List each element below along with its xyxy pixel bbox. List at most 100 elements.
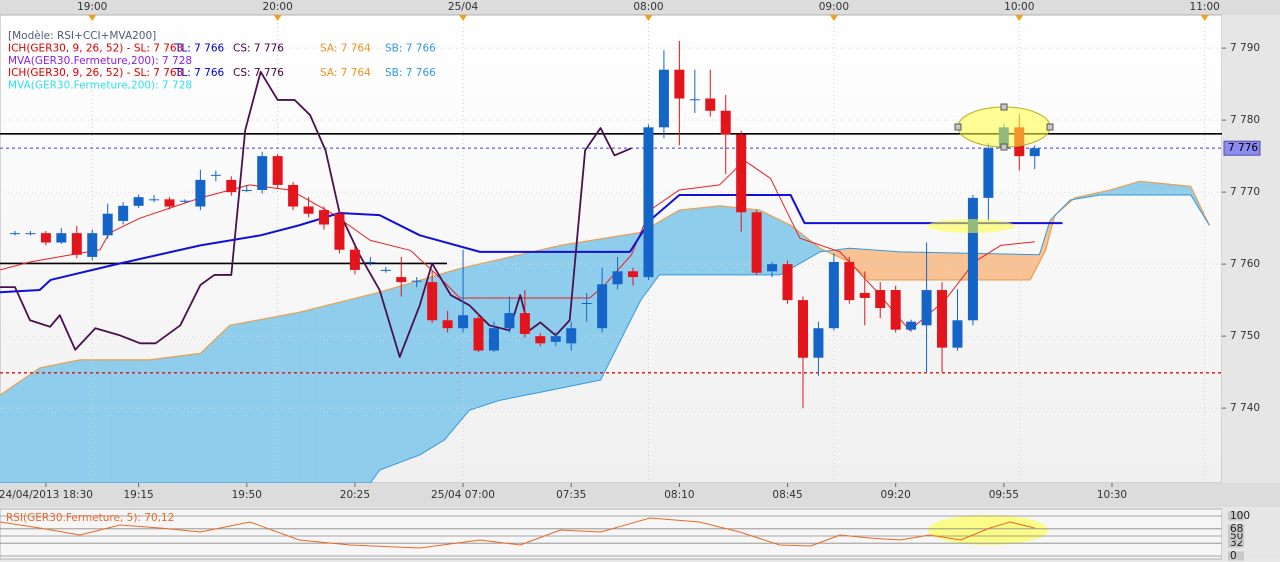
cloud-fill [101,359,106,483]
cloud-fill [203,347,208,483]
candle-body [720,110,731,135]
x-tick-marker [88,15,97,21]
cloud-fill [151,359,155,483]
x-top-tick-label: 25/04 [448,1,479,13]
cloud-fill [200,350,205,483]
cloud-fill [185,354,189,483]
cloud-fill [1115,187,1119,195]
cloud-fill [95,359,100,483]
x-tick-label: 08:10 [664,489,694,501]
candle-body [71,233,82,255]
candle-body [210,174,221,176]
cloud-fill [86,359,90,483]
candle-body [334,213,345,250]
cloud-fill [457,268,461,425]
cloud-fill [410,282,415,459]
span-b-line [0,194,1210,483]
cloud-fill [166,357,171,483]
candle-body [736,134,747,213]
cloud-fill [639,231,644,303]
cloud-fill [1137,181,1141,195]
candle-body [952,320,963,348]
cloud-fill [241,322,245,483]
cloud-fill [1149,182,1153,195]
cloud-layer [0,180,1210,483]
legend-text: MVA(GER30.Fermeture,200): 7 728 [8,55,192,67]
x-tick-marker [644,15,653,21]
cloud-fill [373,292,378,479]
cloud-fill [732,207,736,275]
cloud-fill [404,283,409,461]
cloud-fill [256,319,260,483]
cloud-fill [395,286,399,465]
cloud-fill [361,295,365,483]
cloud-fill [1177,185,1181,195]
candle-body [689,99,700,101]
cloud-fill [485,261,489,406]
cloud-fill [661,218,665,275]
cloud-fill [376,292,381,474]
cloud-fill [933,252,937,280]
y-tick-label: 7 740 [1230,402,1260,414]
candle-body [380,269,391,271]
cloud-fill [1019,254,1024,280]
cloud-fill [173,356,177,483]
y-tick-label: 7 780 [1230,114,1260,126]
cloud-fill [1171,184,1175,195]
candle-body [813,328,824,358]
x-tick-marker [1200,15,1209,21]
cloud-fill [859,248,863,274]
cloud-fill [556,245,560,390]
cloud-fill [444,271,449,440]
x-tick-label: 25/04 07:00 [431,489,495,501]
cloud-fill [83,359,87,483]
cloud-fill [735,207,739,275]
x-tick-label: 24/04/2013 18:30 [0,489,93,501]
cloud-fill [908,252,912,280]
cloud-fill [417,280,421,456]
cloud-fill [618,235,622,346]
cloud-fill [868,249,872,280]
y-tick-label: 7 760 [1230,258,1260,270]
cloud-fill [0,393,4,483]
cloud-fill [352,298,356,483]
cloud-fill [355,297,359,483]
cloud-fill [624,234,628,334]
candle-body [396,277,407,283]
x-tick-marker [459,15,468,21]
cloud-fill [120,359,124,483]
legend-text: SB: 7 766 [385,42,436,54]
cloud-fill [1106,190,1110,195]
candle-body [349,249,360,270]
cloud-fill [108,359,112,483]
cloud-fill [534,250,538,394]
cloud-fill [191,354,195,483]
y-tick-label: 7 770 [1230,186,1260,198]
cloud-fill [315,307,319,483]
price-axis-band [1222,15,1280,483]
cloud-fill [1035,254,1039,271]
cloud-fill [803,235,807,262]
candle-body [643,127,654,278]
cloud-fill [123,359,127,483]
cloud-fill [540,249,545,393]
x-tick-marker [829,15,838,21]
cloud-fill [284,314,288,483]
cloud-fill [111,359,115,483]
candle-body [983,148,994,198]
cloud-fill [24,376,29,483]
cloud-fill [537,249,542,393]
cloud-fill [463,266,467,418]
highlight-ellipse [957,106,1051,148]
candle-body [195,179,206,207]
cloud-fill [426,277,430,451]
x-tick-label: 09:20 [881,489,911,501]
candle-body [581,303,592,304]
cloud-fill [587,240,591,383]
cloud-fill [531,251,535,395]
x-tick-label: 07:35 [556,489,586,501]
cloud-fill [512,255,517,398]
cloud-fill [889,251,894,280]
cloud-fill [1140,181,1144,195]
